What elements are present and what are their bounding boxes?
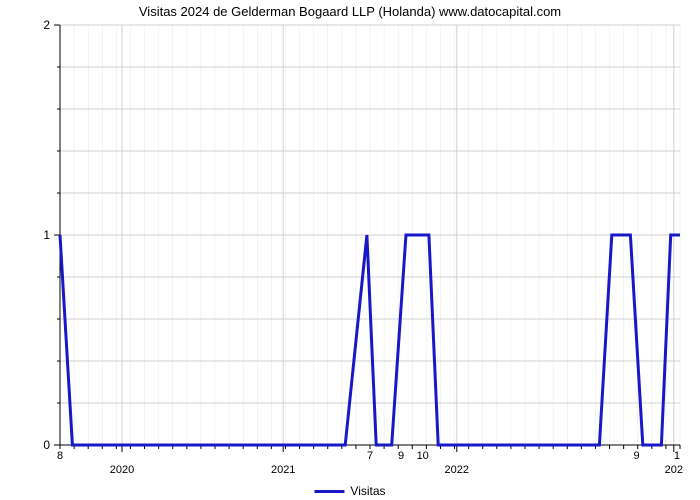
svg-text:7: 7 (367, 450, 373, 462)
chart-container: Visitas 2024 de Gelderman Bogaard LLP (H… (0, 0, 700, 500)
svg-text:9: 9 (634, 450, 640, 462)
svg-text:2020: 2020 (110, 464, 134, 476)
svg-text:8: 8 (57, 450, 63, 462)
legend-label: Visitas (350, 484, 385, 498)
svg-text:2022: 2022 (445, 464, 469, 476)
svg-text:9: 9 (398, 450, 404, 462)
legend: Visitas (314, 484, 385, 498)
svg-text:2021: 2021 (271, 464, 295, 476)
svg-text:202: 202 (665, 464, 683, 476)
svg-text:2: 2 (43, 18, 50, 32)
svg-text:0: 0 (43, 438, 50, 452)
svg-text:1: 1 (674, 450, 680, 462)
svg-text:10: 10 (417, 450, 429, 462)
chart-svg: 0 1 2 8 7 9 10 9 1 2020 2021 2022 202 (0, 0, 700, 500)
legend-swatch (314, 490, 344, 493)
svg-text:1: 1 (43, 228, 50, 242)
